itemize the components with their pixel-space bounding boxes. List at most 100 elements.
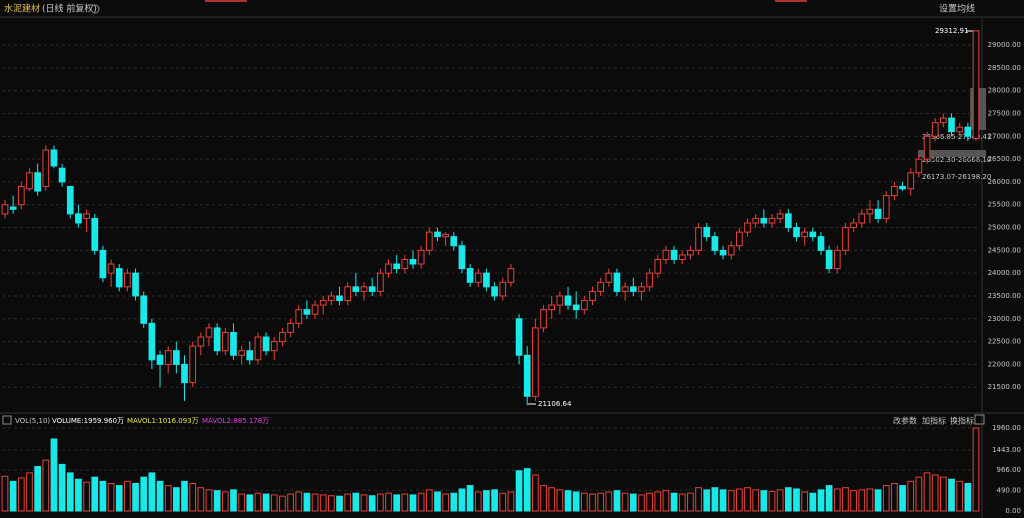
volume-bar [172,487,180,512]
y-tick-label: 26000.00 [988,178,1021,186]
y-tick-label: 24500.00 [988,246,1021,254]
y-tick-label: 27500.00 [988,110,1021,118]
candle-body [205,327,213,338]
volume-bar [809,492,817,512]
volume-bar [915,476,923,512]
tab-marker [205,0,247,2]
candle-body [303,309,311,315]
candle-body [956,126,964,133]
volume-bar [580,492,588,512]
candle-body [964,126,972,137]
volume-bar [58,463,66,512]
candle-body [409,258,417,265]
candle-body [736,231,743,247]
candle-body [376,272,384,292]
volume-bar [703,489,711,512]
candle-body [262,336,270,352]
candle-body [801,231,809,238]
candle-body [744,222,751,233]
min-label: 21106.64 [538,400,572,408]
candle-body [181,363,188,384]
candle-body [58,167,66,183]
volume-bar [368,495,376,512]
volume-bar [393,494,401,512]
volume-bar [515,470,523,512]
candle-body [50,149,58,167]
candle-body [564,295,572,306]
candle-body [99,249,107,279]
candle-body [752,217,760,224]
candle-body [474,272,482,283]
candle-body [874,208,882,219]
volume-bar [99,480,107,512]
candle-body [107,263,115,274]
candle-body [385,263,392,274]
candle-body [344,286,352,302]
candle-body [115,268,123,288]
volume-bar [801,491,809,512]
candle-body [858,213,866,224]
settings-icon[interactable] [90,4,100,14]
y-tick-label: 22000.00 [988,360,1021,368]
candle-body [915,158,923,174]
candle-body [42,149,50,187]
candle-body [401,258,409,270]
y-tick-label: 0.00 [1005,507,1021,515]
volume-bar [597,492,605,512]
volume-bar [842,487,849,512]
candle-body [499,281,507,297]
candle-body [760,217,768,224]
button[interactable]: 换指标 [950,416,974,426]
candle-body [825,249,833,270]
volume-bar [360,494,368,512]
candle-body [352,286,360,292]
volume-bar [605,491,613,512]
volume-bar [238,493,245,512]
candle-body [605,272,613,283]
volume-bar [556,489,564,512]
close-button[interactable] [974,414,985,425]
volume-bar [385,492,392,512]
candle-body [360,286,368,292]
volume-bar [948,478,955,512]
settings-button[interactable]: 设置均线 [939,3,975,15]
candle-body [164,350,172,365]
candle-body [532,327,539,397]
volume-bar [254,492,262,512]
volume-bar [17,477,25,512]
help-icon[interactable] [2,415,12,425]
candle-body [882,195,890,219]
candle-body [311,304,319,315]
candle-body [213,327,221,352]
y-tick-label: 1443.00 [992,446,1021,454]
y-tick-label: 27000.00 [988,132,1021,140]
candle-body [91,217,99,251]
volume-item: MAVOL1:1016.093万 [127,417,199,425]
candle-body [809,231,817,238]
button[interactable]: 改参数 [893,416,917,426]
volume-bar [964,482,972,512]
candle-body [540,309,547,329]
volume-bar [140,476,148,512]
candle-body [491,286,498,297]
volume-bar [678,493,686,512]
volume-bar [931,474,939,512]
volume-bar [833,488,841,512]
candle-body [572,304,580,311]
volume-bar [817,489,825,512]
volume-bar [907,480,915,512]
candle-body [866,208,874,215]
volume-bar [91,476,99,512]
volume-bar [507,491,515,512]
volume-bar [9,480,17,512]
candle-body [434,231,441,238]
candle-body [768,217,776,224]
volume-item: MAVOL2:885.178万 [202,417,269,425]
volume-bar [148,472,156,512]
button[interactable]: 加指标 [922,416,946,426]
volume-bar [499,492,507,512]
volume-bar [181,480,188,512]
volume-bar [646,492,653,512]
candle-body [670,249,678,260]
